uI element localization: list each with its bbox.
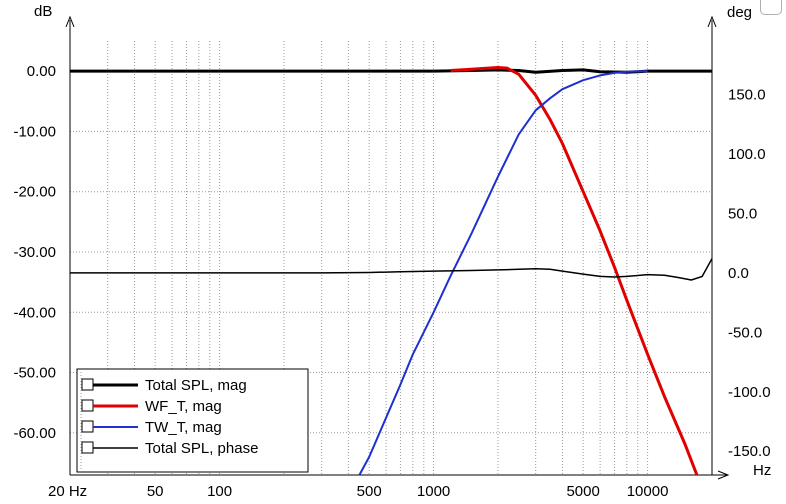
y-tick-label-right: -100.0 — [728, 384, 771, 401]
x-tick-label: 5000 — [566, 483, 599, 500]
x-axis-unit: Hz — [753, 462, 771, 479]
y-tick-label-left: -40.00 — [13, 304, 56, 321]
left-axis-unit: dB — [34, 3, 52, 20]
y-tick-label-right: 150.0 — [728, 87, 766, 104]
y-tick-label-left: 0.00 — [27, 63, 56, 80]
series-line — [358, 70, 648, 475]
x-tick-label: 1000 — [417, 483, 450, 500]
x-tick-label: 50 — [147, 483, 164, 500]
y-tick-label-right: -150.0 — [728, 443, 771, 460]
axes — [65, 15, 730, 480]
series-lines — [70, 66, 712, 475]
y-tick-label-right: 50.0 — [728, 205, 757, 222]
y-axis-left-arrow — [65, 15, 75, 28]
y-tick-label-left: -60.00 — [13, 425, 56, 442]
series-line — [450, 66, 699, 475]
y-tick-label-left: -30.00 — [13, 244, 56, 261]
x-tick-label: 500 — [357, 483, 382, 500]
right-axis-unit: deg — [727, 4, 752, 21]
legend-checkbox[interactable] — [81, 378, 94, 391]
x-tick-label: 20 Hz — [48, 483, 87, 500]
legend-checkbox[interactable] — [81, 441, 94, 454]
y-tick-label-left: -50.00 — [13, 365, 56, 382]
x-tick-label: 10000 — [627, 483, 669, 500]
y-tick-label-left: -20.00 — [13, 184, 56, 201]
window-corner-control[interactable] — [760, 0, 782, 15]
x-tick-label: 100 — [207, 483, 232, 500]
y-tick-label-right: -50.0 — [728, 324, 762, 341]
legend-entry-label: TW_T, mag — [145, 419, 222, 436]
series-line — [70, 258, 712, 281]
y-tick-label-right: 0.0 — [728, 265, 749, 282]
legend[interactable]: Total SPL, mag WF_T, mag TW_T, mag Total SP… — [76, 368, 309, 473]
legend-checkbox[interactable] — [81, 399, 94, 412]
y-tick-label-right: 100.0 — [728, 146, 766, 163]
tick-labels: 0.00 -10.00 -20.00 -30.00 -40.00 -50.00 -60.00… — [13, 3, 771, 500]
legend-entry-label: WF_T, mag — [145, 398, 222, 415]
y-axis-right-arrow — [707, 15, 717, 28]
y-tick-label-left: -10.00 — [13, 123, 56, 140]
legend-entry-label: Total SPL, phase — [145, 440, 258, 457]
legend-entry-label: Total SPL, mag — [145, 377, 247, 394]
legend-checkbox[interactable] — [81, 420, 94, 433]
